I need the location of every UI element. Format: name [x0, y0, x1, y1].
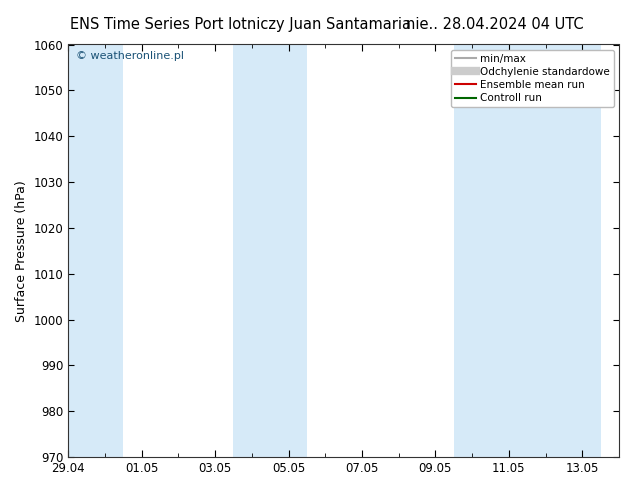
Text: nie.. 28.04.2024 04 UTC: nie.. 28.04.2024 04 UTC — [406, 17, 583, 32]
Bar — [454, 45, 600, 457]
Bar — [233, 45, 307, 457]
Y-axis label: Surface Pressure (hPa): Surface Pressure (hPa) — [15, 180, 28, 322]
Text: ENS Time Series Port lotniczy Juan Santamaria: ENS Time Series Port lotniczy Juan Santa… — [70, 17, 411, 32]
Text: © weatheronline.pl: © weatheronline.pl — [77, 50, 184, 61]
Legend: min/max, Odchylenie standardowe, Ensemble mean run, Controll run: min/max, Odchylenie standardowe, Ensembl… — [451, 49, 614, 107]
Bar — [68, 45, 123, 457]
